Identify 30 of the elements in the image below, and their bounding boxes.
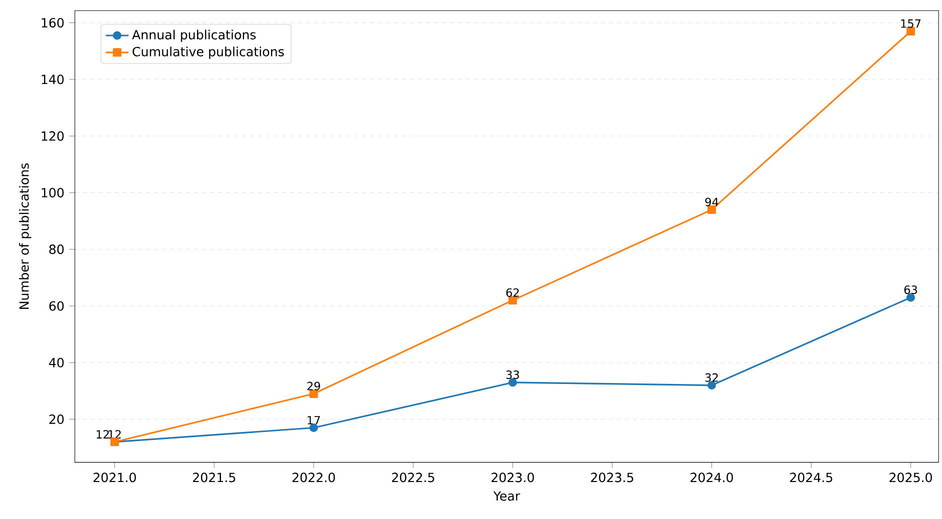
- y-tick-label: 120: [42, 131, 64, 141]
- legend-label: Annual publications: [132, 30, 256, 42]
- y-tick-label: 160: [42, 18, 64, 28]
- y-tick-label: 20: [49, 414, 64, 424]
- x-tick-label: 2022.0: [292, 472, 335, 482]
- data-label: 32: [705, 373, 718, 382]
- x-axis-title: Year: [493, 491, 520, 501]
- x-tick-label: 2023.0: [492, 472, 534, 482]
- x-tick-label: 2025.0: [890, 472, 932, 482]
- y-tick-label: 40: [49, 358, 64, 368]
- data-label: 29: [307, 382, 320, 390]
- data-label: 94: [705, 198, 718, 206]
- y-tick-label: 80: [49, 244, 64, 254]
- x-tick-label: 2022.5: [392, 472, 434, 482]
- y-tick-label: 100: [42, 188, 64, 198]
- x-tick-label: 2023.5: [591, 472, 634, 482]
- data-label: 63: [904, 285, 918, 294]
- data-label: 62: [506, 288, 519, 297]
- x-tick-label: 2024.0: [690, 472, 733, 482]
- data-label: 157: [901, 19, 921, 28]
- x-tick-label: 2021.0: [93, 472, 136, 482]
- data-label: 17: [308, 416, 320, 424]
- y-axis-title: Number of publications: [19, 163, 32, 309]
- x-tick-label: 2021.5: [193, 472, 236, 482]
- y-tick-label: 140: [42, 74, 64, 84]
- data-label: 12: [96, 430, 109, 438]
- y-tick-label: 60: [49, 301, 64, 311]
- x-tick-label: 2024.5: [790, 472, 832, 482]
- legend-label: Cumulative publications: [132, 46, 284, 59]
- data-label: 33: [506, 370, 519, 379]
